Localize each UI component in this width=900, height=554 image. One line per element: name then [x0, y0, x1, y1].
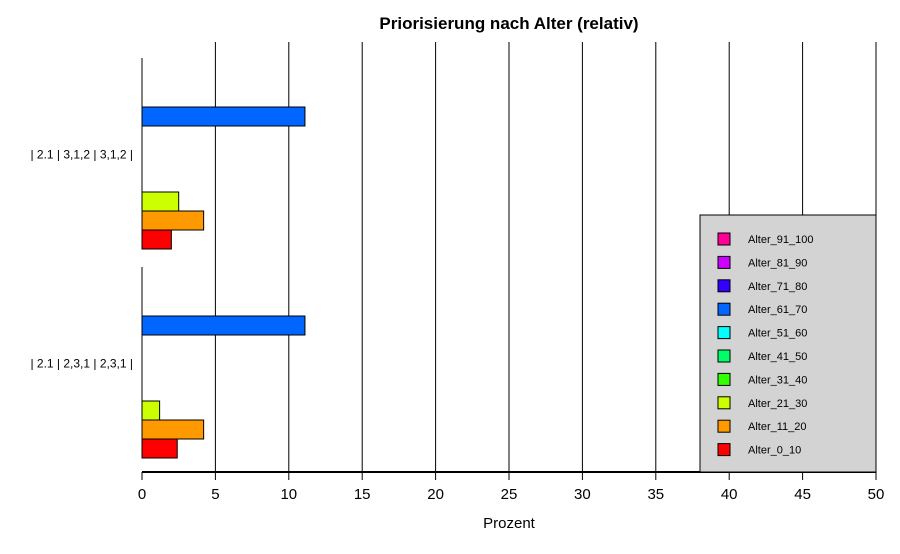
x-tick-label: 45 [794, 486, 811, 503]
x-tick-label: 20 [427, 486, 444, 503]
x-axis-label: Prozent [483, 515, 536, 532]
bar [141, 400, 161, 421]
bar [141, 315, 306, 336]
legend-entry: Alter_21_30 [748, 398, 807, 410]
bar [141, 229, 172, 250]
x-tick-label: 35 [647, 486, 664, 503]
legend-entry: Alter_61_70 [748, 304, 807, 316]
legend-swatch [717, 279, 731, 293]
legend-swatch [717, 326, 731, 340]
x-tick-label: 25 [501, 486, 518, 503]
x-axis: 0 5 10 15 20 25 30 35 40 45 50 [138, 471, 885, 503]
category-label: | 2.1 | 2,3,1 | 2,3,1 | [30, 357, 133, 371]
x-tick-label: 10 [280, 486, 297, 503]
legend-entry: Alter_81_90 [748, 257, 807, 269]
x-tick-label: 15 [354, 486, 371, 503]
legend-box [699, 214, 877, 473]
x-tick-label: 30 [574, 486, 591, 503]
legend-swatch [717, 443, 731, 457]
bar [141, 210, 205, 231]
legend-entry: Alter_31_40 [748, 374, 807, 386]
legend-swatch [717, 419, 731, 433]
legend-entry: Alter_0_10 [748, 445, 801, 457]
x-tick-label: 5 [211, 486, 219, 503]
legend-swatch [717, 255, 731, 269]
bars [141, 106, 306, 459]
legend-swatch [717, 302, 731, 316]
bar [141, 419, 205, 440]
bar [141, 191, 180, 212]
chart-title: Priorisierung nach Alter (relativ) [379, 14, 638, 33]
x-tick-label: 0 [138, 486, 146, 503]
legend-entry: Alter_51_60 [748, 328, 807, 340]
legend-entry: Alter_91_100 [748, 234, 813, 246]
legend-swatch [717, 232, 731, 246]
category-labels: | 2.1 | 3,1,2 | 3,1,2 | | 2.1 | 2,3,1 | 2… [30, 148, 133, 371]
bar [141, 438, 178, 459]
legend-swatch [717, 372, 731, 386]
legend: Alter_91_100 Alter_81_90 Alter_71_80 Alter_… [699, 214, 877, 473]
legend-swatch [717, 396, 731, 410]
legend-entry: Alter_71_80 [748, 281, 807, 293]
category-label: | 2.1 | 3,1,2 | 3,1,2 | [30, 148, 133, 162]
legend-entry: Alter_41_50 [748, 351, 807, 363]
x-tick-label: 40 [721, 486, 738, 503]
bar [141, 106, 306, 127]
legend-entry: Alter_11_20 [748, 421, 807, 433]
x-tick-label: 50 [868, 486, 885, 503]
legend-swatch [717, 349, 731, 363]
